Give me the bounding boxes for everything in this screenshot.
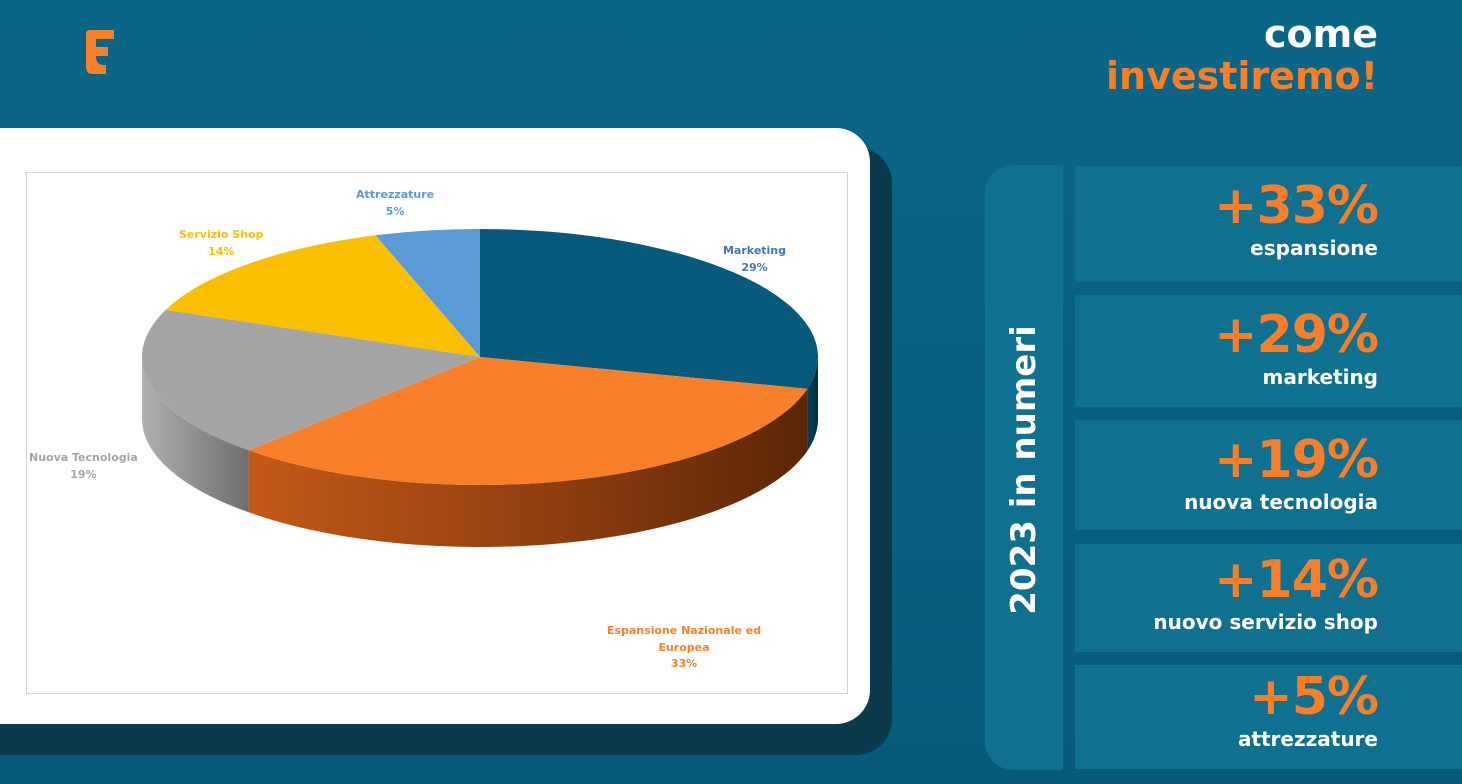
label-marketing: Marketing 29% — [723, 244, 787, 274]
stat-value: +5% — [1249, 667, 1379, 727]
label-attrezzature: Attrezzature 5% — [356, 188, 435, 218]
pie-slice-servizio-shop — [165, 235, 481, 357]
pie-slice-espansione-nazionale-ed-europea — [248, 357, 808, 485]
stat-label: nuova tecnologia — [1184, 490, 1378, 514]
stat-label: attrezzature — [1237, 727, 1378, 751]
pie-slice-attrezzature — [375, 229, 480, 357]
pie-slice-marketing — [480, 229, 818, 389]
stat-value: +29% — [1213, 305, 1379, 365]
pie-chart: Marketing 29% Espansione Nazionale ed Eur… — [26, 172, 848, 694]
stats-title: 2023 in numeri — [1004, 325, 1044, 615]
stat-servizio-shop: +14% nuovo servizio shop — [1075, 544, 1462, 652]
stat-label: marketing — [1262, 365, 1379, 389]
stat-value: +14% — [1213, 550, 1379, 610]
label-espansione: Espansione Nazionale ed Europea 33% — [606, 624, 762, 670]
stat-espansione: +33% espansione — [1075, 166, 1462, 282]
brand-logo-icon — [86, 30, 114, 74]
page-title-line1: come — [1264, 12, 1378, 56]
pie-side-marketing — [807, 357, 818, 451]
stat-nuova-tecnologia: +19% nuova tecnologia — [1075, 420, 1462, 530]
pie-chart-svg — [142, 229, 818, 547]
label-nuova-tecnologia: Nuova Tecnologia 19% — [29, 451, 138, 481]
stat-label: espansione — [1250, 236, 1378, 260]
stat-attrezzature: +5% attrezzature — [1075, 665, 1462, 769]
label-servizio-shop: Servizio Shop 14% — [179, 228, 264, 258]
stat-value: +33% — [1213, 176, 1379, 236]
stats-title-panel — [985, 165, 1063, 770]
pie-slice-nuova-tecnologia — [142, 309, 480, 451]
page-title-line2: investiremo! — [1106, 53, 1378, 98]
pie-side-nuova-tecnologia — [142, 357, 249, 513]
stat-label: nuovo servizio shop — [1153, 610, 1378, 634]
stat-value: +19% — [1213, 430, 1379, 490]
stat-marketing: +29% marketing — [1075, 295, 1462, 407]
pie-side-espansione-nazionale-ed-europea — [248, 388, 808, 547]
page-title: come investiremo! — [1106, 12, 1378, 98]
